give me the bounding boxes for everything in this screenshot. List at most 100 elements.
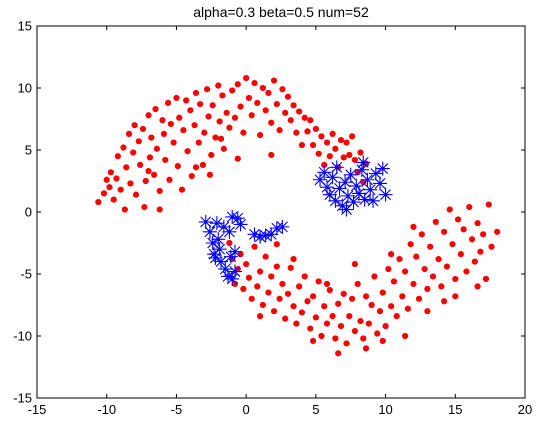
red-dot-point — [251, 243, 258, 250]
red-dot-point — [396, 256, 403, 263]
red-dot-point — [273, 101, 280, 108]
red-dot-point — [256, 132, 264, 139]
red-dot-point — [243, 260, 250, 268]
red-dot-point — [474, 283, 481, 290]
red-dot-point — [184, 148, 191, 155]
red-dot-point — [132, 191, 140, 198]
red-dot-point — [315, 150, 322, 157]
red-dot-point — [337, 136, 345, 144]
x-tick-label: 20 — [518, 402, 532, 417]
blue-star-point — [346, 195, 361, 210]
red-dot-point — [354, 280, 361, 288]
red-dot-point — [298, 141, 306, 149]
red-dot-point — [443, 263, 451, 270]
blue-star-point — [313, 172, 328, 187]
red-dot-point — [424, 285, 431, 292]
blue-star-point — [322, 187, 337, 202]
red-dot-point — [379, 337, 386, 345]
red-dot-point — [145, 112, 152, 119]
red-dot-point — [110, 196, 117, 203]
red-dot-point — [388, 303, 395, 310]
red-dot-point — [340, 290, 347, 297]
red-dot-point — [298, 309, 306, 316]
blue-star-point — [338, 175, 353, 190]
red-dot-point — [407, 241, 414, 248]
red-dot-point — [357, 318, 364, 325]
blue-star-point — [352, 186, 367, 201]
blue-star-point — [205, 236, 220, 250]
red-dot-point — [248, 112, 255, 119]
red-dot-point — [152, 105, 159, 113]
red-dot-point — [141, 203, 148, 211]
red-dot-point — [284, 93, 292, 100]
blue-star-point — [363, 182, 378, 197]
red-dot-series — [95, 74, 501, 357]
blue-star-point — [233, 217, 248, 232]
red-dot-point — [452, 275, 459, 283]
y-tick-label: -5 — [20, 267, 32, 282]
blue-star-point — [360, 172, 375, 187]
red-dot-point — [296, 108, 303, 115]
red-dot-point — [468, 236, 476, 243]
red-dot-point — [121, 206, 128, 213]
red-dot-point — [315, 278, 322, 285]
red-dot-point — [131, 122, 138, 129]
red-dot-point — [166, 176, 173, 183]
red-dot-point — [399, 293, 406, 300]
red-dot-point — [415, 295, 423, 302]
red-dot-point — [401, 332, 409, 340]
red-dot-point — [199, 161, 207, 168]
red-dot-point — [312, 314, 319, 321]
red-dot-point — [156, 187, 163, 195]
red-dot-point — [343, 139, 350, 146]
red-dot-point — [326, 287, 333, 294]
red-dot-point — [254, 99, 261, 106]
red-dot-point — [229, 87, 236, 94]
red-dot-point — [270, 77, 278, 84]
red-dot-point — [245, 94, 253, 102]
red-dot-point — [226, 124, 233, 131]
x-tick-label: -10 — [97, 402, 116, 417]
red-dot-point — [139, 125, 147, 133]
blue-star-point — [317, 165, 332, 180]
red-dot-point — [335, 350, 342, 357]
blue-star-point — [329, 160, 344, 175]
red-dot-point — [259, 84, 266, 92]
blue-star-point — [222, 224, 237, 239]
red-dot-point — [454, 216, 462, 223]
blue-star-point — [198, 214, 213, 229]
red-dot-point — [371, 273, 378, 280]
red-dot-point — [466, 203, 473, 211]
red-dot-point — [259, 301, 266, 309]
blue-star-point — [214, 254, 229, 269]
red-dot-point — [388, 251, 395, 258]
red-dot-point — [162, 156, 169, 164]
red-dot-point — [290, 303, 297, 310]
blue-star-point — [209, 216, 224, 231]
red-dot-point — [164, 99, 172, 106]
red-dot-point — [265, 289, 272, 296]
red-dot-point — [429, 273, 437, 280]
red-dot-point — [441, 228, 448, 235]
red-dot-point — [287, 264, 294, 271]
x-tick-label: 10 — [378, 402, 392, 417]
red-dot-point — [268, 273, 275, 280]
red-dot-point — [237, 103, 244, 110]
red-dot-point — [410, 280, 417, 288]
blue-star-point — [202, 224, 217, 239]
red-dot-point — [215, 82, 222, 89]
y-tick-label: 5 — [25, 143, 32, 158]
red-dot-point — [296, 283, 303, 290]
red-dot-point — [145, 167, 152, 175]
red-dot-point — [197, 101, 204, 108]
blue-star-point — [211, 232, 226, 247]
red-dot-point — [114, 153, 121, 160]
red-dot-point — [309, 141, 317, 149]
red-dot-point — [340, 154, 347, 161]
red-dot-point — [217, 135, 225, 142]
red-dot-point — [167, 120, 174, 128]
red-dot-point — [457, 251, 464, 258]
x-tick-label: 0 — [243, 402, 250, 417]
red-dot-point — [223, 109, 230, 116]
